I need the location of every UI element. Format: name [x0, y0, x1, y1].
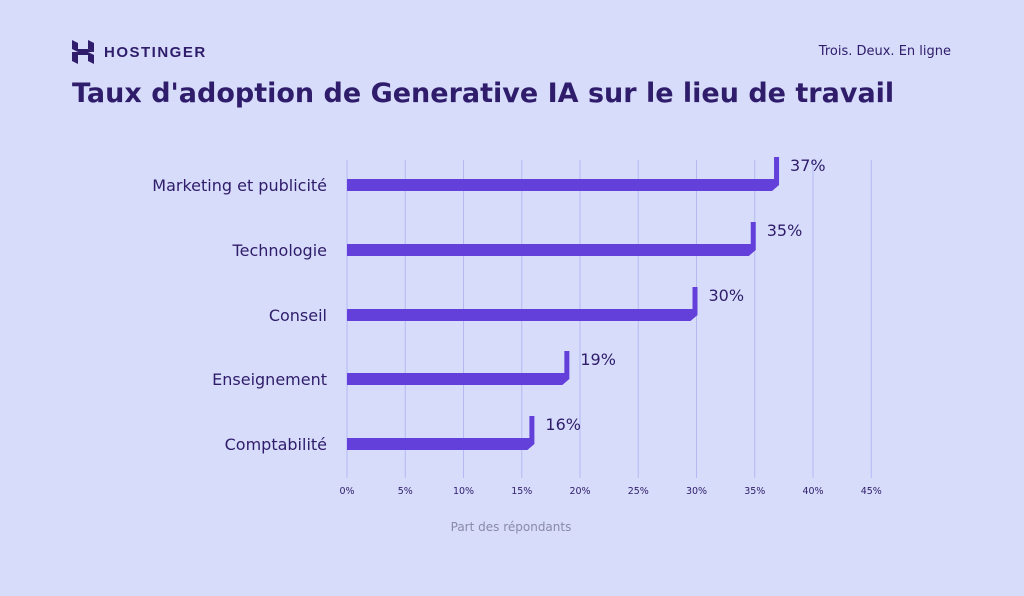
bar	[347, 351, 570, 385]
x-axis-label: Part des répondants	[451, 520, 572, 534]
category-label: Marketing et publicité	[152, 176, 327, 195]
x-tick-label: 20%	[569, 486, 590, 497]
x-tick-label: 40%	[802, 486, 823, 497]
hostinger-logo-icon	[72, 40, 94, 64]
bar	[347, 157, 780, 191]
x-tick-label: 0%	[339, 486, 354, 497]
category-label: Comptabilité	[225, 435, 327, 454]
x-tick-label: 25%	[628, 486, 649, 497]
data-label: 16%	[545, 415, 581, 434]
x-tick-label: 5%	[398, 486, 413, 497]
x-tick-label: 30%	[686, 486, 707, 497]
bar	[347, 287, 698, 321]
tagline: Trois. Deux. En ligne	[818, 44, 951, 59]
chart-title: Taux d'adoption de Generative IA sur le …	[72, 78, 895, 109]
category-label: Enseignement	[212, 370, 327, 389]
x-tick-label: 15%	[511, 486, 532, 497]
bar	[347, 416, 535, 450]
category-label: Technologie	[232, 241, 327, 260]
bar	[347, 222, 756, 256]
category-label: Conseil	[269, 306, 327, 325]
brand-name: HOSTINGER	[104, 43, 207, 61]
data-label: 35%	[767, 221, 803, 240]
x-tick-label: 10%	[453, 486, 474, 497]
brand-logo: HOSTINGER	[72, 40, 207, 64]
data-label: 30%	[709, 286, 745, 305]
data-label: 19%	[580, 350, 616, 369]
x-tick-label: 45%	[861, 486, 882, 497]
x-tick-label: 35%	[744, 486, 765, 497]
data-label: 37%	[790, 156, 826, 175]
